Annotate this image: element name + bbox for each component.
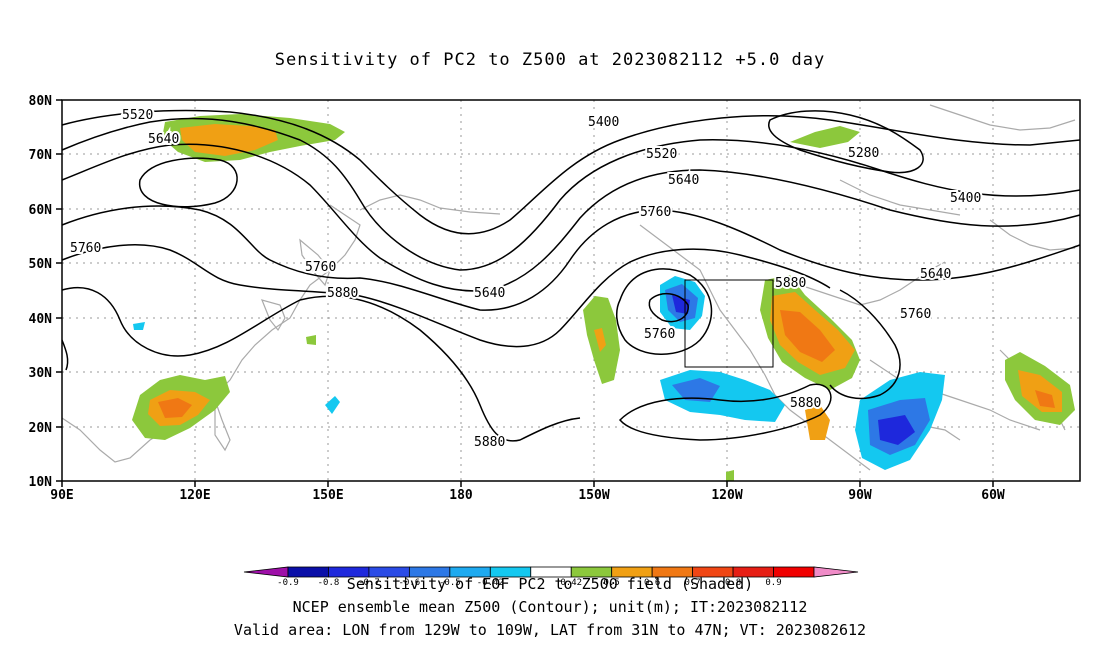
contour-label: 5880 [327, 286, 358, 301]
colorbar-tick-label: 0.5 [604, 578, 620, 588]
contour-label: 5760 [644, 327, 675, 342]
contour-label: 5760 [900, 307, 931, 322]
contour-label: 5520 [646, 147, 677, 162]
contour-label: 5760 [305, 260, 336, 275]
colorbar-tick-label: -0.6 [399, 578, 421, 588]
lon-label: 60W [981, 488, 1005, 503]
contour-label: 5880 [474, 435, 505, 450]
contour-label: 5880 [775, 276, 806, 291]
colorbar-tick-label: 0.8 [725, 578, 741, 588]
contour-label: 5280 [848, 146, 879, 161]
contour-label: 5400 [588, 115, 619, 130]
lat-label: 80N [29, 94, 53, 109]
lat-label: 60N [29, 203, 53, 218]
lon-label: 90W [848, 488, 872, 503]
colorbar: -0.9 -0.8 -0.7 -0.6 -0.5 -0.42 0.42 0.5 0.6 0.7 0.… [243, 566, 859, 588]
axis-ticks [56, 99, 994, 487]
lat-label: 40N [29, 312, 53, 327]
lon-label: 150W [578, 488, 609, 503]
valid-area-box [684, 279, 774, 368]
colorbar-tick-label: -0.7 [358, 578, 380, 588]
contour-label: 5520 [122, 108, 153, 123]
contour-label: 5760 [70, 241, 101, 256]
figure-title: Sensitivity of PC2 to Z500 at 2023082112… [274, 50, 826, 70]
colorbar-tick-label: 0.9 [765, 578, 781, 588]
lat-labels: 80N 70N 60N 50N 40N 30N 20N 10N [29, 94, 53, 490]
colorbar-tick-label: 0.7 [684, 578, 700, 588]
lon-label: 180 [449, 488, 473, 503]
contour-label: 5400 [950, 191, 981, 206]
colorbar-title: Sensitivity of EOF PC2 to Z500 field (Sh… [346, 575, 754, 593]
lon-label: 90E [50, 488, 73, 503]
footer-valid-area: Valid area: LON from 129W to 109W, LAT f… [233, 621, 867, 639]
footer-contour-info: NCEP ensemble mean Z500 (Contour); unit(… [292, 598, 808, 616]
colorbar-tick-label: -0.8 [318, 578, 340, 588]
colorbar-tick-label: 0.6 [644, 578, 660, 588]
lat-label: 30N [29, 366, 53, 381]
lat-label: 70N [29, 148, 53, 163]
lon-label: 150E [312, 488, 343, 503]
contour-label: 5640 [474, 286, 505, 301]
lat-label: 20N [29, 421, 53, 436]
contour-label: 5760 [640, 205, 671, 220]
z500-contours [61, 109, 1081, 442]
colorbar-tick-label: 0.42 [560, 578, 582, 588]
lon-label: 120E [179, 488, 210, 503]
colorbar-arrow-high [813, 566, 859, 578]
contour-label: 5640 [148, 132, 179, 147]
plot-frame [61, 99, 1081, 482]
colorbar-tick-label: -0.9 [277, 578, 299, 588]
colorbar-tick-label: -0.42 [477, 578, 504, 588]
lat-label: 50N [29, 257, 53, 272]
shaded-sensitivity [132, 114, 1075, 481]
contour-label: 5640 [668, 173, 699, 188]
lon-labels: 90E 120E 150E 180 150W 120W 90W 60W [50, 488, 1005, 503]
contour-labels: 5520 5640 5400 5520 5640 5760 5280 5400 … [68, 106, 983, 452]
contour-label: 5640 [920, 267, 951, 282]
contour-label: 5880 [790, 396, 821, 411]
colorbar-tick-label: -0.5 [439, 578, 461, 588]
lon-label: 120W [711, 488, 742, 503]
lat-label: 10N [29, 475, 53, 490]
